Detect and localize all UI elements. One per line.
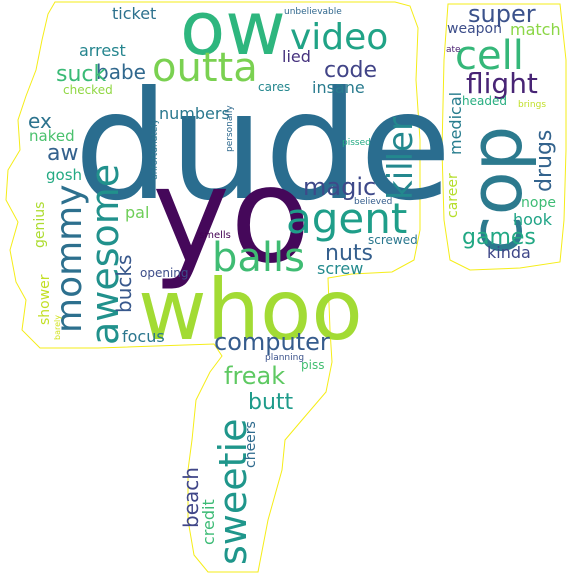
word-ticket: ticket — [112, 4, 157, 23]
word-match: match — [510, 20, 561, 39]
word-brings: brings — [518, 100, 547, 110]
word-freak: freak — [224, 362, 286, 390]
word-cell: cell — [455, 33, 524, 79]
word-barely: barely — [53, 315, 62, 340]
word-bucks: bucks — [112, 254, 136, 313]
word-nope: nope — [521, 195, 556, 211]
word-ow: ow — [180, 0, 286, 72]
word-headed: headed — [462, 94, 507, 108]
word-super: super — [468, 0, 536, 28]
word-gosh: gosh — [46, 166, 83, 184]
word-unbelievable: unbelievable — [284, 7, 342, 17]
word-personally: personally — [225, 105, 235, 152]
word-opening: opening — [140, 266, 189, 280]
word-cares: cares — [258, 80, 291, 94]
word-numbers: numbers — [159, 104, 230, 123]
word-babe: babe — [96, 60, 146, 84]
word-outta: outta — [152, 45, 258, 91]
word-believed: believed — [354, 197, 393, 207]
word-agent: agent — [286, 194, 408, 243]
word-suck: suck — [56, 62, 107, 87]
word-career: career — [445, 173, 461, 218]
word-drugs: drugs — [532, 129, 557, 192]
word-games: games — [462, 225, 536, 250]
word-pal: pal — [125, 203, 150, 222]
word-computer: computer — [214, 328, 330, 356]
word-kinda: kinda — [487, 243, 531, 262]
word-unfortunately: unfortunately — [150, 118, 160, 180]
hand-outline-shape — [5, 1, 421, 573]
word-yo: yo — [152, 139, 311, 293]
word-butt: butt — [248, 390, 294, 415]
word-code: code — [324, 58, 378, 83]
word-magic: magic — [303, 173, 377, 201]
word-beach: beach — [179, 467, 203, 528]
word-arrest: arrest — [79, 41, 126, 60]
word-focus: focus — [122, 327, 165, 346]
word-insane: insane — [312, 78, 365, 97]
word-aw: aw — [47, 141, 79, 166]
word-screw: screw — [317, 259, 364, 278]
word-ate: ate — [446, 45, 461, 55]
word-whoo: whoo — [138, 261, 363, 359]
word-mommy: mommy — [49, 184, 90, 333]
word-weapon: weapon — [447, 21, 502, 37]
word-screwed: screwed — [368, 233, 418, 247]
word-nuts: nuts — [325, 241, 373, 266]
word-flight: flight — [466, 67, 538, 100]
word-ex: ex — [28, 109, 52, 133]
word-dude: dude — [74, 60, 452, 234]
word-genius: genius — [32, 201, 48, 248]
word-naked: naked — [29, 127, 75, 145]
word-cheers: cheers — [243, 421, 259, 468]
word-shower: shower — [37, 274, 53, 325]
word-piss: piss — [301, 358, 325, 372]
word-pissed: pissed — [342, 138, 371, 148]
word-checked: checked — [63, 83, 113, 97]
word-smells: smells — [199, 230, 231, 241]
word-balls: balls — [212, 235, 305, 281]
word-planning: planning — [265, 353, 305, 363]
thumb-outline-shape — [441, 3, 567, 271]
word-hook: hook — [513, 210, 552, 229]
word-credit: credit — [199, 499, 218, 545]
word-killer: killer — [381, 117, 421, 200]
word-video: video — [290, 17, 389, 58]
word-lied: lied — [282, 47, 311, 66]
